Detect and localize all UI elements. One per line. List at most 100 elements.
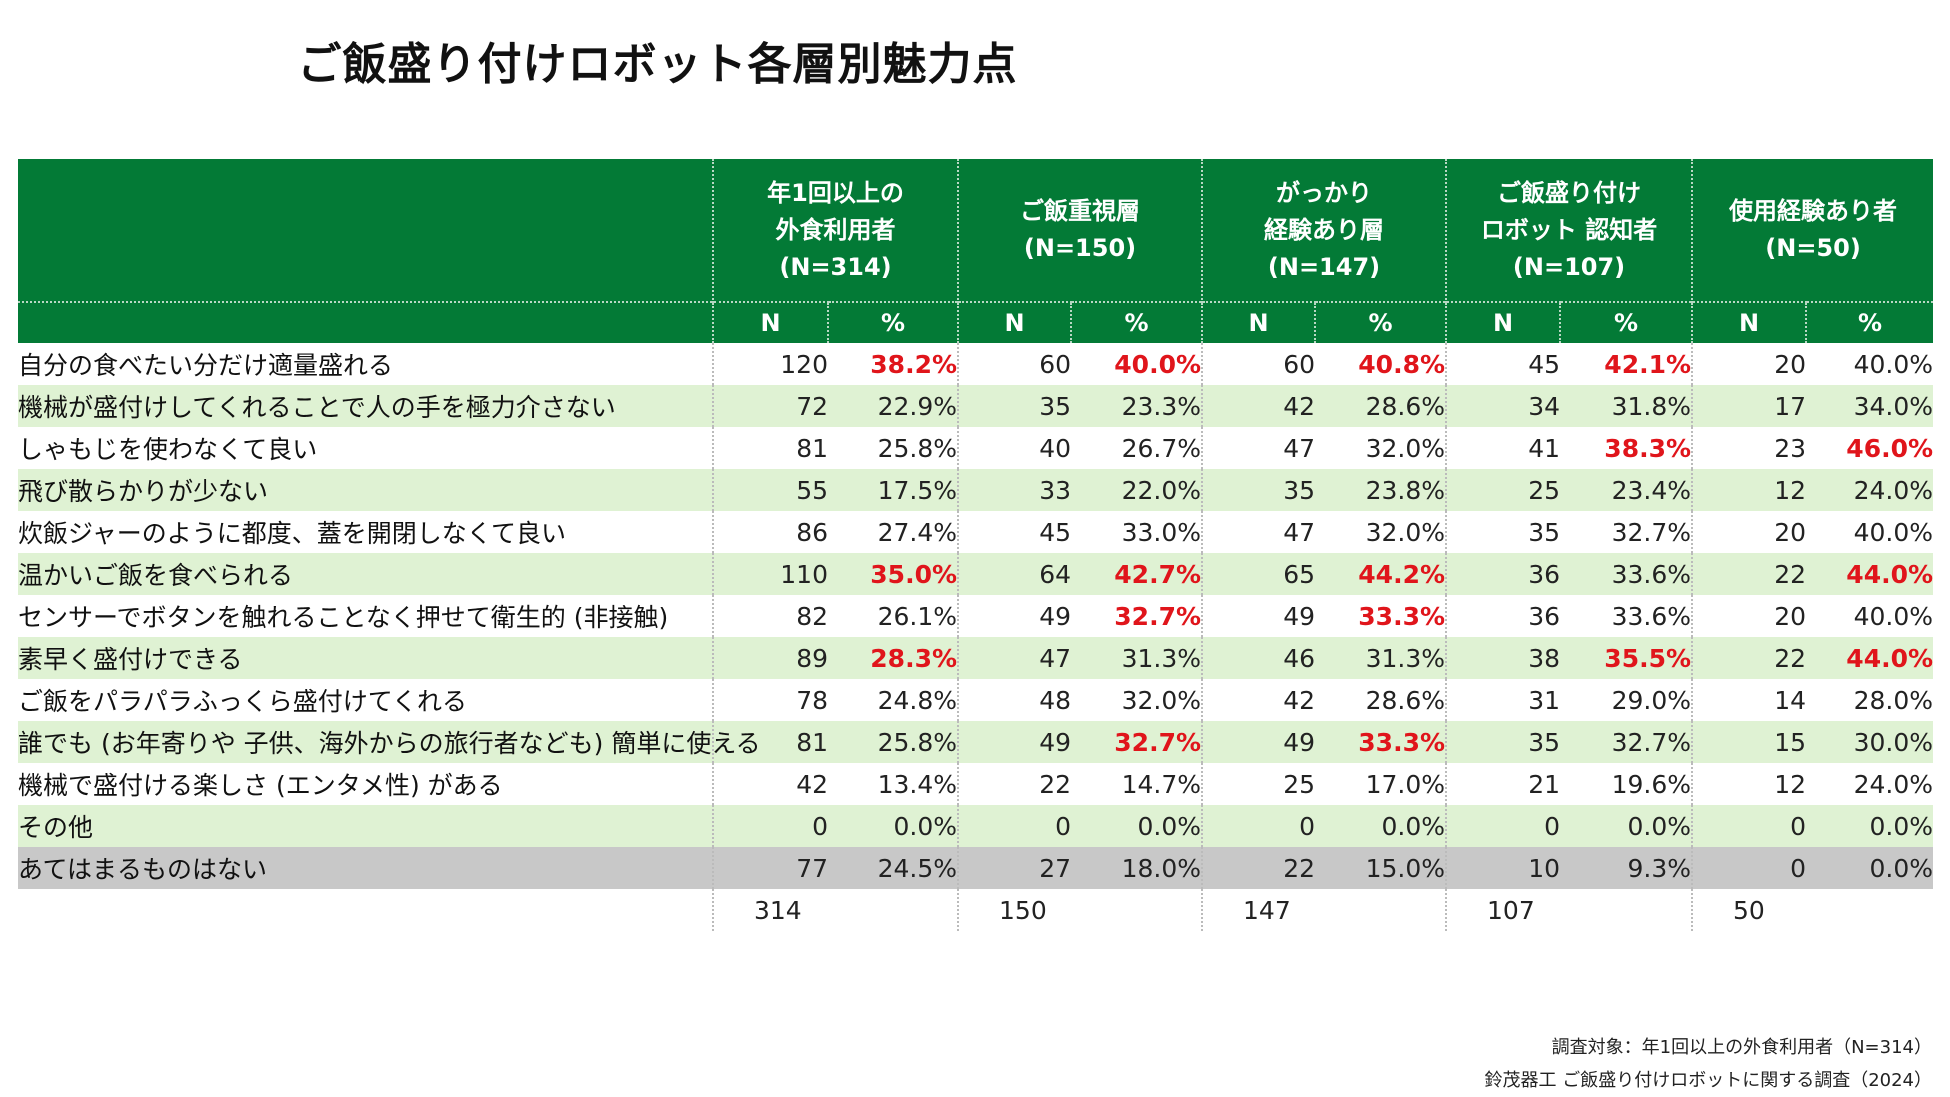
table-row: ご飯をパラパラふっくら盛付けてくれる 78 24.8% 48 32.0% 42 28.6% 3… [18, 679, 1933, 721]
group-header-line: ロボット 認知者 [1480, 215, 1658, 244]
pct-cell: 19.6% [1611, 769, 1692, 799]
pct-cell-highlight: 40.8% [1358, 349, 1446, 379]
n-cell: 23 [1691, 427, 1807, 469]
n-cell: 35 [1445, 511, 1561, 553]
n-cell: 20 [1691, 343, 1807, 385]
n-cell: 47 [1201, 427, 1316, 469]
n-cell: 78 [712, 679, 828, 721]
row-label: 誰でも (お年寄りや 子供、海外からの旅行者なども) 簡単に使える [18, 721, 761, 763]
table-row: 自分の食べたい分だけ適量盛れる 120 38.2% 60 40.0% 60 40.8% 45 4… [18, 343, 1933, 385]
pct-cell-highlight: 42.7% [1071, 553, 1203, 595]
row-label: ご飯をパラパラふっくら盛付けてくれる [18, 687, 468, 716]
pct-cell: 33.6% [1560, 553, 1693, 595]
table-body: 自分の食べたい分だけ適量盛れる 120 38.2% 60 40.0% 60 40.8% 45 4… [18, 343, 1934, 931]
pct-cell: 23.3% [1071, 385, 1203, 427]
pct-cell: 28.6% [1365, 685, 1446, 715]
n-cell: 42 [712, 763, 828, 805]
row-label: 炊飯ジャーのように都度、蓋を開閉しなくて良い [18, 519, 567, 548]
table-row: 素早く盛付けできる 89 28.3% 47 31.3% 46 31.3% 38 35.5% 22 4… [18, 637, 1934, 679]
pct-cell: 40.0% [1853, 517, 1934, 547]
group-header-line: 年1回以上の [767, 178, 904, 207]
n-cell: 72 [712, 385, 828, 427]
pct-cell-highlight: 46.0% [1846, 433, 1934, 463]
pct-cell: 18.0% [1071, 847, 1203, 889]
table-row: 誰でも (お年寄りや 子供、海外からの旅行者なども) 簡単に使える 81 25.8%… [18, 721, 1934, 763]
pct-cell: 22.9% [828, 385, 959, 427]
pct-cell: 14.7% [1121, 769, 1202, 799]
pct-cell-highlight: 44.0% [1806, 553, 1934, 595]
n-cell: 0 [1445, 805, 1561, 847]
n-cell: 60 [1201, 343, 1316, 385]
pct-cell: 32.0% [1121, 685, 1202, 715]
n-cell: 27 [957, 847, 1072, 889]
n-cell: 47 [1201, 511, 1316, 553]
pct-cell-highlight: 28.3% [828, 637, 959, 679]
table-row: 飛び散らかりが少ない 55 17.5% 33 22.0% 35 23.8% 25 23.4% 12… [18, 469, 1934, 511]
pct-cell: 27.4% [877, 517, 958, 547]
group-header: 年1回以上の 外食利用者 (N=314) [711, 159, 959, 302]
n-cell: 82 [712, 595, 828, 637]
pct-cell: 24.0% [1806, 469, 1934, 511]
n-cell: 46 [1201, 637, 1316, 679]
group-header: ご飯盛り付け ロボット 認知者 (N=107) [1445, 159, 1693, 302]
group-header: 使用経験あり者 (N=50) [1691, 159, 1934, 302]
n-cell: 12 [1691, 469, 1807, 511]
pct-subheader: % [1559, 301, 1693, 343]
n-cell: 49 [1201, 721, 1316, 763]
header-corner [18, 159, 713, 302]
pct-cell: 0.0% [1315, 805, 1447, 847]
pct-cell: 0.0% [828, 805, 959, 847]
pct-cell-highlight: 42.1% [1604, 349, 1692, 379]
n-cell: 41 [1445, 427, 1561, 469]
n-cell: 35 [1445, 721, 1561, 763]
pct-cell: 24.0% [1853, 769, 1934, 799]
table-row: センサーでボタンを触れることなく押せて衛生的 (非接触) 82 26.1% 49 32.… [18, 595, 1933, 637]
totals-label [18, 889, 713, 931]
n-subheader: N [1201, 301, 1316, 343]
group-header-line: 使用経験あり者 [1729, 197, 1898, 225]
table-row: あてはまるものはない 77 24.5% 27 18.0% 22 15.0% 10 9.3% 0 0.… [18, 847, 1934, 889]
pct-cell: 17.0% [1365, 769, 1446, 799]
row-label: 飛び散らかりが少ない [18, 469, 713, 511]
row-label: あてはまるものはない [18, 847, 713, 889]
n-cell: 120 [712, 343, 828, 385]
pct-cell: 23.8% [1315, 469, 1447, 511]
n-cell: 49 [957, 721, 1072, 763]
pct-cell: 32.0% [1365, 517, 1446, 547]
pct-cell: 0.0% [1806, 805, 1934, 847]
group-header-line: ご飯重視層 [1020, 197, 1141, 225]
pct-cell-highlight: 38.2% [870, 349, 958, 379]
pct-cell: 15.0% [1315, 847, 1447, 889]
pct-cell: 29.0% [1611, 685, 1692, 715]
pct-cell-highlight: 44.0% [1806, 637, 1934, 679]
total-cell: 147 [1201, 889, 1447, 931]
subheader-corner [18, 301, 713, 343]
n-cell: 45 [957, 511, 1072, 553]
row-label: 自分の食べたい分だけ適量盛れる [18, 351, 394, 380]
n-cell: 20 [1691, 595, 1807, 637]
pct-cell: 34.0% [1806, 385, 1934, 427]
row-label: センサーでボタンを触れることなく押せて衛生的 (非接触) [18, 603, 669, 632]
pct-cell-highlight: 38.3% [1604, 433, 1692, 463]
pct-cell: 32.7% [1560, 721, 1693, 763]
row-label: 機械で盛付ける楽しさ (エンタメ性) がある [18, 771, 503, 800]
pct-cell: 33.0% [1121, 517, 1202, 547]
subheader-row: N% N% N% N% N% [18, 301, 1934, 343]
table-row: 温かいご飯を食べられる 110 35.0% 64 42.7% 65 44.2% 36 33.6%… [18, 553, 1934, 595]
pct-cell: 33.6% [1611, 601, 1692, 631]
pct-cell: 31.8% [1560, 385, 1693, 427]
n-cell: 35 [1201, 469, 1316, 511]
n-cell: 45 [1445, 343, 1561, 385]
pct-cell-highlight: 32.7% [1114, 601, 1202, 631]
pct-cell-highlight: 33.3% [1315, 721, 1447, 763]
n-subheader: N [1691, 301, 1807, 343]
pct-cell: 40.0% [1853, 349, 1934, 379]
n-cell: 0 [712, 805, 828, 847]
n-cell: 33 [957, 469, 1072, 511]
n-cell: 86 [712, 511, 828, 553]
group-header-line: (N=107) [1512, 252, 1626, 281]
group-header: がっかり 経験あり層 (N=147) [1201, 159, 1447, 302]
n-cell: 22 [1691, 637, 1807, 679]
group-header-line: (N=147) [1267, 252, 1381, 281]
pct-cell: 9.3% [1560, 847, 1693, 889]
